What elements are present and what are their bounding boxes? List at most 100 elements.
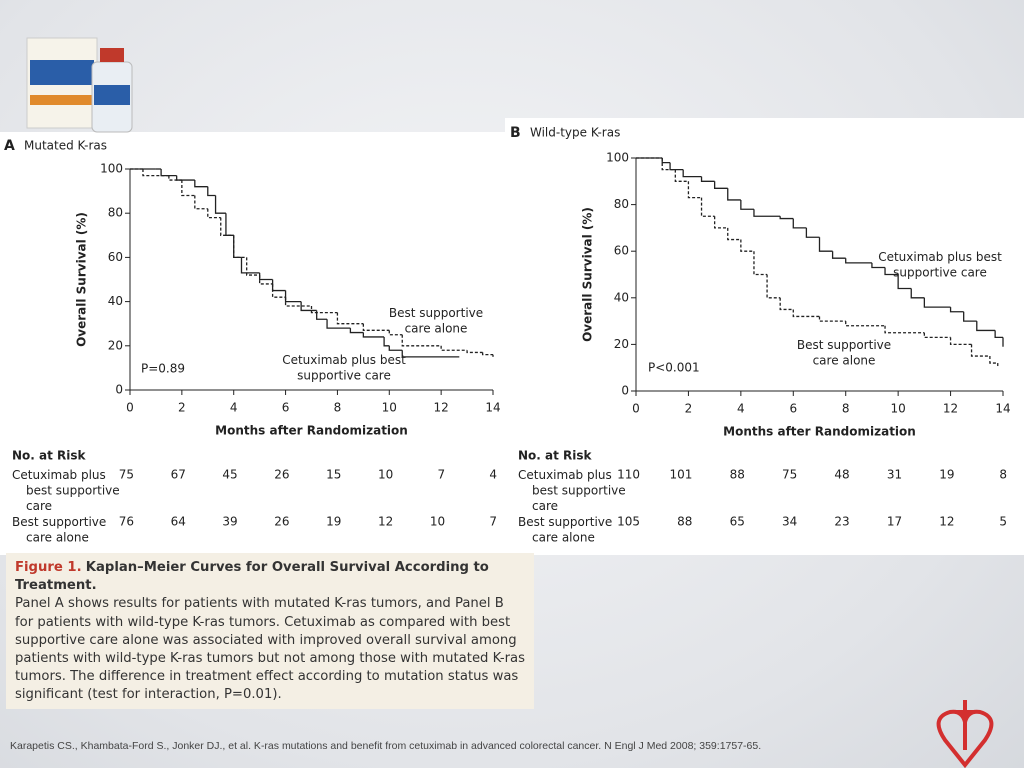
survival-step: [884, 325, 925, 334]
chart-title: Mutated K-ras: [24, 139, 107, 153]
survival-step: [181, 180, 195, 197]
panel-label: A: [4, 138, 15, 154]
survival-step: [994, 330, 1003, 339]
survival-step: [160, 169, 177, 177]
survival-step: [220, 217, 234, 236]
survival-step: [713, 181, 728, 189]
risk-count: 65: [730, 515, 745, 529]
x-axis-label: Months after Randomization: [723, 425, 916, 439]
survival-step: [805, 227, 820, 238]
x-axis-label: Months after Randomization: [215, 424, 408, 438]
logo: [936, 700, 994, 768]
y-tick-label: 0: [115, 383, 123, 397]
survival-step: [923, 332, 951, 339]
survival-step: [316, 310, 328, 320]
survival-step: [831, 251, 846, 259]
x-tick-label: 2: [178, 401, 186, 415]
risk-count: 75: [119, 468, 134, 482]
survival-step: [271, 283, 286, 298]
series-label: Cetuximab plus best supportive care: [878, 250, 1002, 280]
survival-step: [440, 345, 468, 351]
y-tick-label: 20: [108, 338, 123, 352]
survival-step: [362, 323, 390, 331]
survival-step: [383, 336, 390, 347]
survival-step: [388, 330, 403, 336]
y-tick-label: 20: [614, 337, 629, 351]
risk-count: 17: [887, 515, 902, 529]
survival-step: [753, 251, 768, 276]
y-axis-label: Overall Survival (%): [581, 207, 595, 342]
x-tick-label: 12: [434, 401, 449, 415]
survival-step: [214, 195, 226, 214]
risk-count: 48: [834, 468, 849, 482]
survival-step: [388, 345, 403, 351]
risk-count: 12: [939, 515, 954, 529]
y-tick-label: 60: [614, 244, 629, 258]
risk-count: 110: [617, 468, 640, 482]
survival-step: [207, 208, 221, 219]
survival-step: [682, 169, 702, 178]
survival-step: [845, 321, 886, 327]
figure-caption: Figure 1. Kaplan–Meier Curves for Overal…: [6, 553, 534, 709]
survival-step: [661, 158, 676, 171]
risk-count: 5: [999, 515, 1007, 529]
risk-count: 64: [171, 515, 186, 529]
survival-step: [401, 334, 442, 347]
survival-step: [300, 301, 317, 312]
survival-step: [713, 216, 728, 229]
drug-image: [26, 37, 133, 133]
risk-count: 8: [999, 468, 1007, 482]
survival-step: [910, 288, 925, 299]
y-tick-label: 0: [621, 384, 629, 398]
caption-title: Kaplan–Meier Curves for Overall Survival…: [15, 560, 489, 594]
risk-count: 26: [274, 515, 289, 529]
survival-step: [246, 257, 260, 276]
risk-title: No. at Risk: [12, 449, 87, 463]
survival-step: [700, 176, 715, 182]
survival-step: [194, 195, 208, 210]
risk-count: 26: [274, 468, 289, 482]
survival-step: [989, 356, 998, 364]
risk-count: 7: [489, 515, 497, 529]
risk-count: 19: [326, 515, 341, 529]
survival-step: [349, 328, 364, 334]
x-tick-label: 4: [230, 401, 238, 415]
survival-step: [740, 199, 754, 210]
caption-text: Panel A shows results for patients with …: [15, 596, 526, 703]
risk-count: 88: [730, 468, 745, 482]
survival-step: [362, 332, 385, 338]
x-tick-label: 0: [126, 401, 134, 415]
risk-row-label: Cetuximab plus best supportive care: [518, 468, 626, 513]
survival-step: [970, 344, 990, 357]
survival-step: [310, 306, 338, 314]
risk-count: 19: [939, 468, 954, 482]
series-label: Cetuximab plus best supportive care: [282, 353, 406, 383]
y-tick-label: 80: [614, 197, 629, 211]
risk-count: 76: [119, 515, 134, 529]
survival-step: [884, 267, 899, 276]
risk-count: 45: [222, 468, 237, 482]
x-tick-label: 2: [685, 402, 693, 416]
risk-count: 23: [834, 515, 849, 529]
y-axis-label: Overall Survival (%): [75, 212, 89, 347]
survival-step: [687, 181, 702, 199]
survival-step: [700, 197, 715, 217]
y-tick-label: 40: [108, 294, 123, 308]
survival-step: [792, 309, 820, 318]
survival-step: [923, 297, 951, 308]
risk-count: 10: [430, 515, 445, 529]
survival-step: [818, 316, 846, 322]
survival-step: [727, 188, 741, 201]
survival-step: [792, 218, 807, 229]
x-tick-label: 8: [842, 402, 850, 416]
risk-count: 105: [617, 515, 640, 529]
survival-step: [779, 216, 794, 220]
survival-step: [753, 209, 781, 217]
survival-step: [233, 235, 247, 259]
risk-row-label: Best supportive care alone: [518, 515, 612, 545]
risk-count: 4: [489, 468, 497, 482]
survival-step: [897, 274, 912, 290]
risk-count: 88: [677, 515, 692, 529]
chart-title: Wild-type K-ras: [530, 126, 620, 140]
